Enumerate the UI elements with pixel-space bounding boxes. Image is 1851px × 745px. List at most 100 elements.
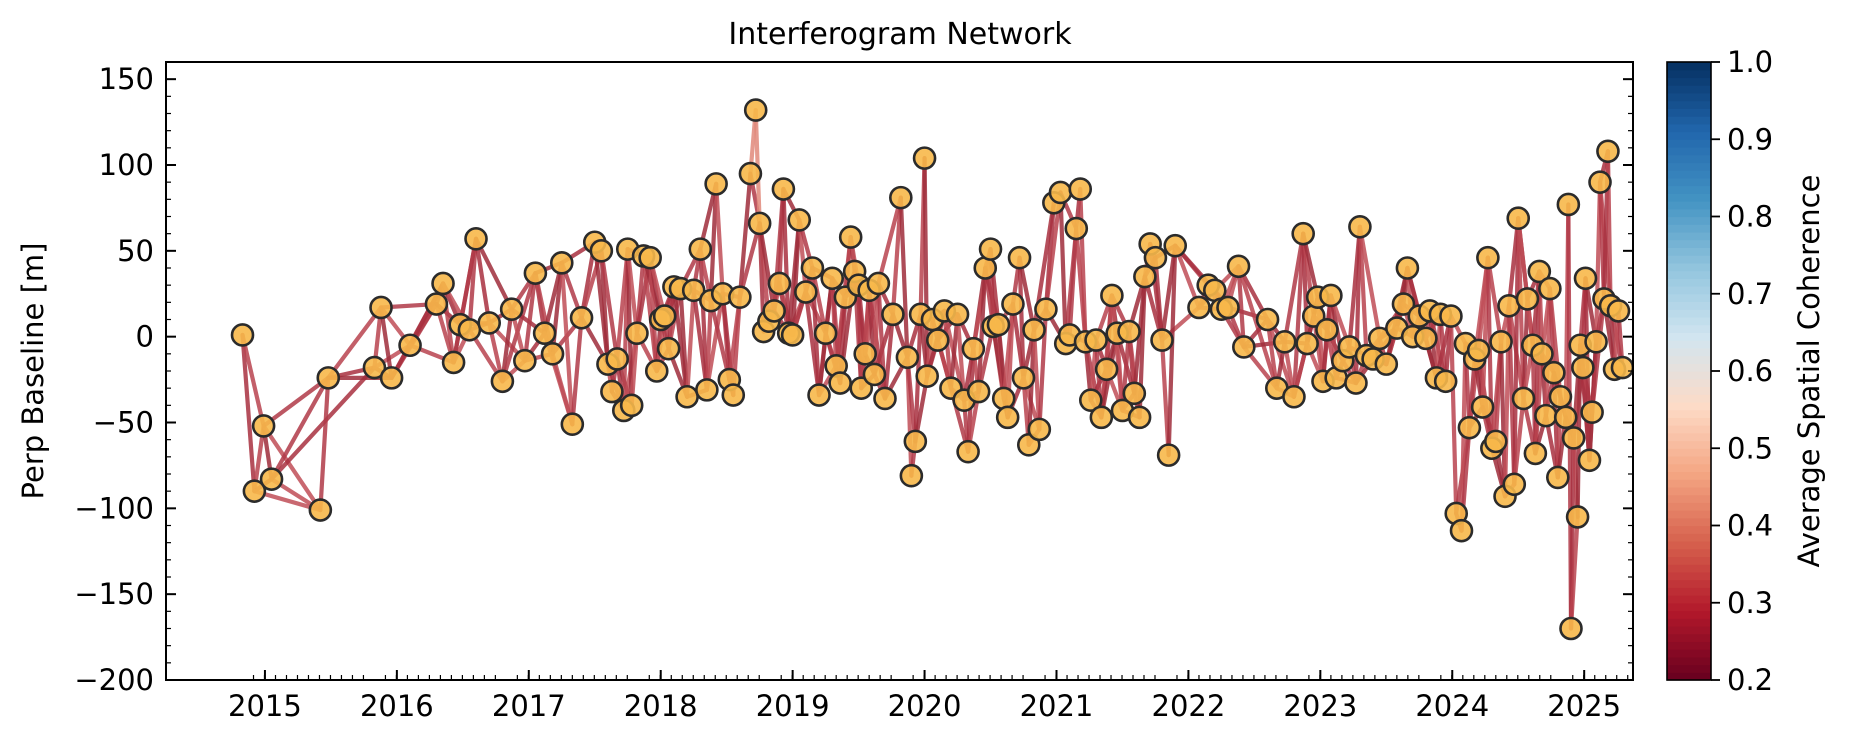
network-edge [1067,226,1079,338]
acquisition-node [945,302,970,327]
acquisition-node [1546,465,1570,490]
network-edge [1153,255,1165,343]
colorbar-segment [1667,123,1711,133]
acquisition-node [1565,505,1590,529]
colorbar-segment [1667,231,1711,241]
colorbar-segment [1667,193,1711,202]
network-edge [714,181,725,296]
network-edge [1291,231,1306,399]
acquisition-node [1226,254,1251,279]
colorbar-segment [1667,177,1711,187]
colorbar-segment [1667,502,1711,511]
acquisition-node [638,245,662,270]
network-edge [269,375,331,482]
x-tick-label: 2024 [1415,689,1489,723]
acquisition-node [549,251,574,275]
acquisition-node [1596,139,1620,164]
acquisition-node [800,256,825,280]
colorbar-segment [1667,641,1711,650]
acquisition-node [1089,405,1114,430]
acquisition-node [899,463,924,488]
y-tick-label: 50 [117,234,154,268]
colorbar-tick-label: 0.5 [1727,431,1773,465]
colorbar-segment [1667,170,1711,179]
colorbar-segment [1667,77,1711,86]
acquisition-node [1577,448,1602,473]
acquisition-node [688,237,713,261]
acquisition-node [230,323,255,347]
acquisition-node [1606,299,1631,323]
acquisition-node [1556,192,1581,217]
acquisition-node [767,271,792,296]
acquisition-node [1391,292,1416,316]
acquisition-node [1538,276,1562,301]
colorbar-segment [1667,425,1711,434]
acquisition-node [1511,386,1536,411]
network-edge [240,332,257,494]
acquisition-node [605,347,629,371]
colorbar-tick-label: 0.8 [1727,200,1773,234]
acquisition-node [862,362,887,387]
colorbar-segment [1667,556,1711,565]
chart-title: Interferogram Network [728,17,1072,52]
network-edge [797,217,808,295]
colorbar-segment [1667,108,1711,117]
network-edge [1568,514,1580,631]
y-tick-label: 0 [136,320,154,354]
acquisition-node [1439,304,1463,328]
acquisition-node [1588,170,1612,194]
x-tick-label: 2016 [360,689,434,723]
colorbar-tick-label: 0.6 [1727,354,1773,388]
acquisition-node [1084,328,1108,352]
acquisition-node [1048,180,1073,205]
x-tick-label: 2020 [888,689,962,723]
network-edge [757,221,777,314]
acquisition-node [457,317,482,342]
network-edge [261,423,323,513]
colorbar-segment [1667,633,1711,642]
colorbar-tick-label: 0.4 [1727,509,1773,543]
acquisition-node [1523,441,1548,466]
acquisition-node [747,211,772,236]
acquisition-node [1100,283,1124,308]
acquisition-node [1022,317,1046,342]
network-edge [629,331,640,408]
acquisition-node [1561,426,1586,450]
acquisition-node [523,261,548,285]
network-edge [737,171,753,300]
acquisition-node [961,336,986,361]
colorbar-segment [1667,479,1711,488]
acquisition-node [1530,342,1554,366]
y-axis-label: Perp Baseline [m] [16,243,50,500]
acquisition-node [1282,384,1306,409]
colorbar-segment [1667,146,1711,156]
acquisition-node [1580,400,1604,425]
network-edge [1166,243,1178,458]
acquisition-node [644,359,669,383]
network-edge [1533,351,1545,456]
network-edge [1357,224,1369,358]
network-edge [550,351,575,427]
colorbar-segment [1667,69,1711,79]
acquisition-node [895,345,920,370]
network-edge [378,305,394,380]
acquisition-node [813,321,838,346]
colorbar-segment [1667,201,1711,210]
colorbar-segment [1667,455,1711,465]
acquisition-node [362,355,387,380]
acquisition-node [991,386,1016,411]
acquisition-node [881,302,905,327]
colorbar-segment [1667,394,1711,403]
acquisition-node [995,405,1020,430]
colorbar-segment [1667,224,1711,233]
acquisition-node [1291,221,1315,246]
x-tick-label: 2015 [228,689,302,723]
colorbar: 0.2 0.3 0.4 0.5 0.6 0.7 0.8 0.9 1.0 [1666,45,1773,697]
colorbar-segment [1667,139,1711,148]
network-edge [318,375,331,513]
acquisition-node [652,304,677,328]
network-edge [599,248,620,362]
x-tick-label: 2025 [1547,689,1621,723]
acquisition-node [1216,295,1240,320]
